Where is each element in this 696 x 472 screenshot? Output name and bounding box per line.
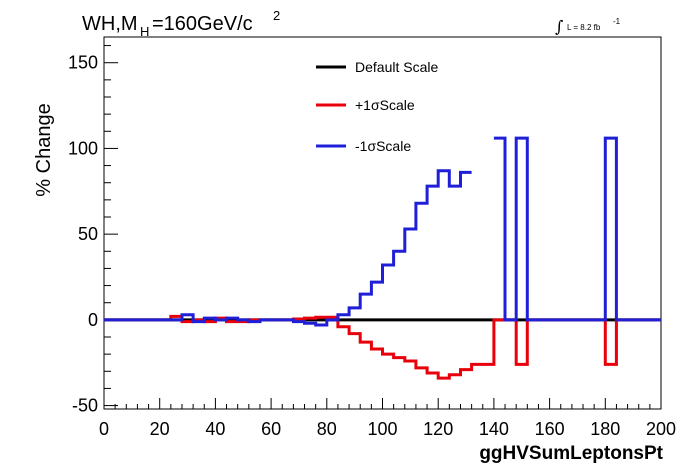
x-tick-label: 60	[261, 419, 281, 439]
legend: Default Scale +1σScale -1σScale	[316, 59, 438, 154]
x-tick-label: 40	[205, 419, 225, 439]
y-tick-label: 150	[68, 53, 98, 73]
series-plus-1sigma	[104, 314, 661, 380]
legend-label-default: Default Scale	[355, 59, 438, 75]
y-axis-label: % Change	[33, 103, 55, 196]
series-minus-1sigma	[104, 136, 661, 327]
y-tick-label: 50	[78, 224, 98, 244]
x-tick-label: 140	[479, 419, 509, 439]
x-tick-label: 120	[423, 419, 453, 439]
title-main: WH,M	[82, 13, 138, 35]
y-tick-label: 100	[68, 138, 98, 158]
title-rest: =160GeV/c	[152, 13, 253, 35]
x-tick-label: 20	[150, 419, 170, 439]
x-tick-label: 160	[535, 419, 565, 439]
title-superscript: 2	[273, 8, 280, 23]
y-tick-label: -50	[72, 396, 98, 416]
series-lines	[104, 136, 661, 380]
x-tick-label: 200	[646, 419, 676, 439]
legend-label-minus: -1σScale	[355, 138, 411, 154]
x-axis-label: ggHVSumLeptonsPt	[479, 443, 663, 464]
x-tick-label: 180	[590, 419, 620, 439]
y-tick-label: 0	[88, 310, 98, 330]
chart-title: WH,M H =160GeV/c 2	[82, 8, 280, 39]
x-tick-label: 100	[367, 419, 397, 439]
integral-symbol: ∫	[555, 17, 563, 36]
title-subscript: H	[140, 24, 149, 39]
x-tick-label: 0	[99, 419, 109, 439]
luminosity-label: ∫ L = 8.2 fb -1	[555, 17, 621, 36]
legend-label-plus: +1σScale	[355, 97, 415, 113]
x-tick-label: 80	[317, 419, 337, 439]
luminosity-text: L = 8.2 fb	[567, 23, 601, 32]
luminosity-exponent: -1	[613, 17, 621, 26]
